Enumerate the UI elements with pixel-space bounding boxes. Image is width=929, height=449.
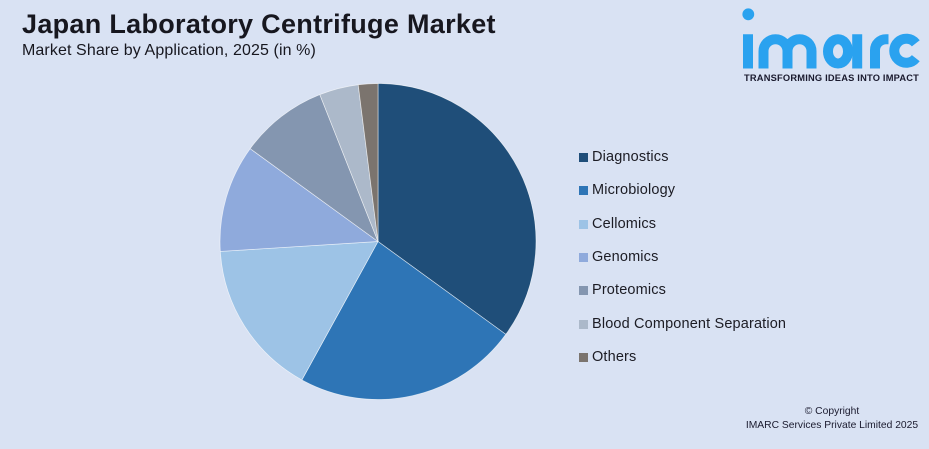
svg-text:TRANSFORMING IDEAS INTO IMPACT: TRANSFORMING IDEAS INTO IMPACT [744, 73, 919, 83]
